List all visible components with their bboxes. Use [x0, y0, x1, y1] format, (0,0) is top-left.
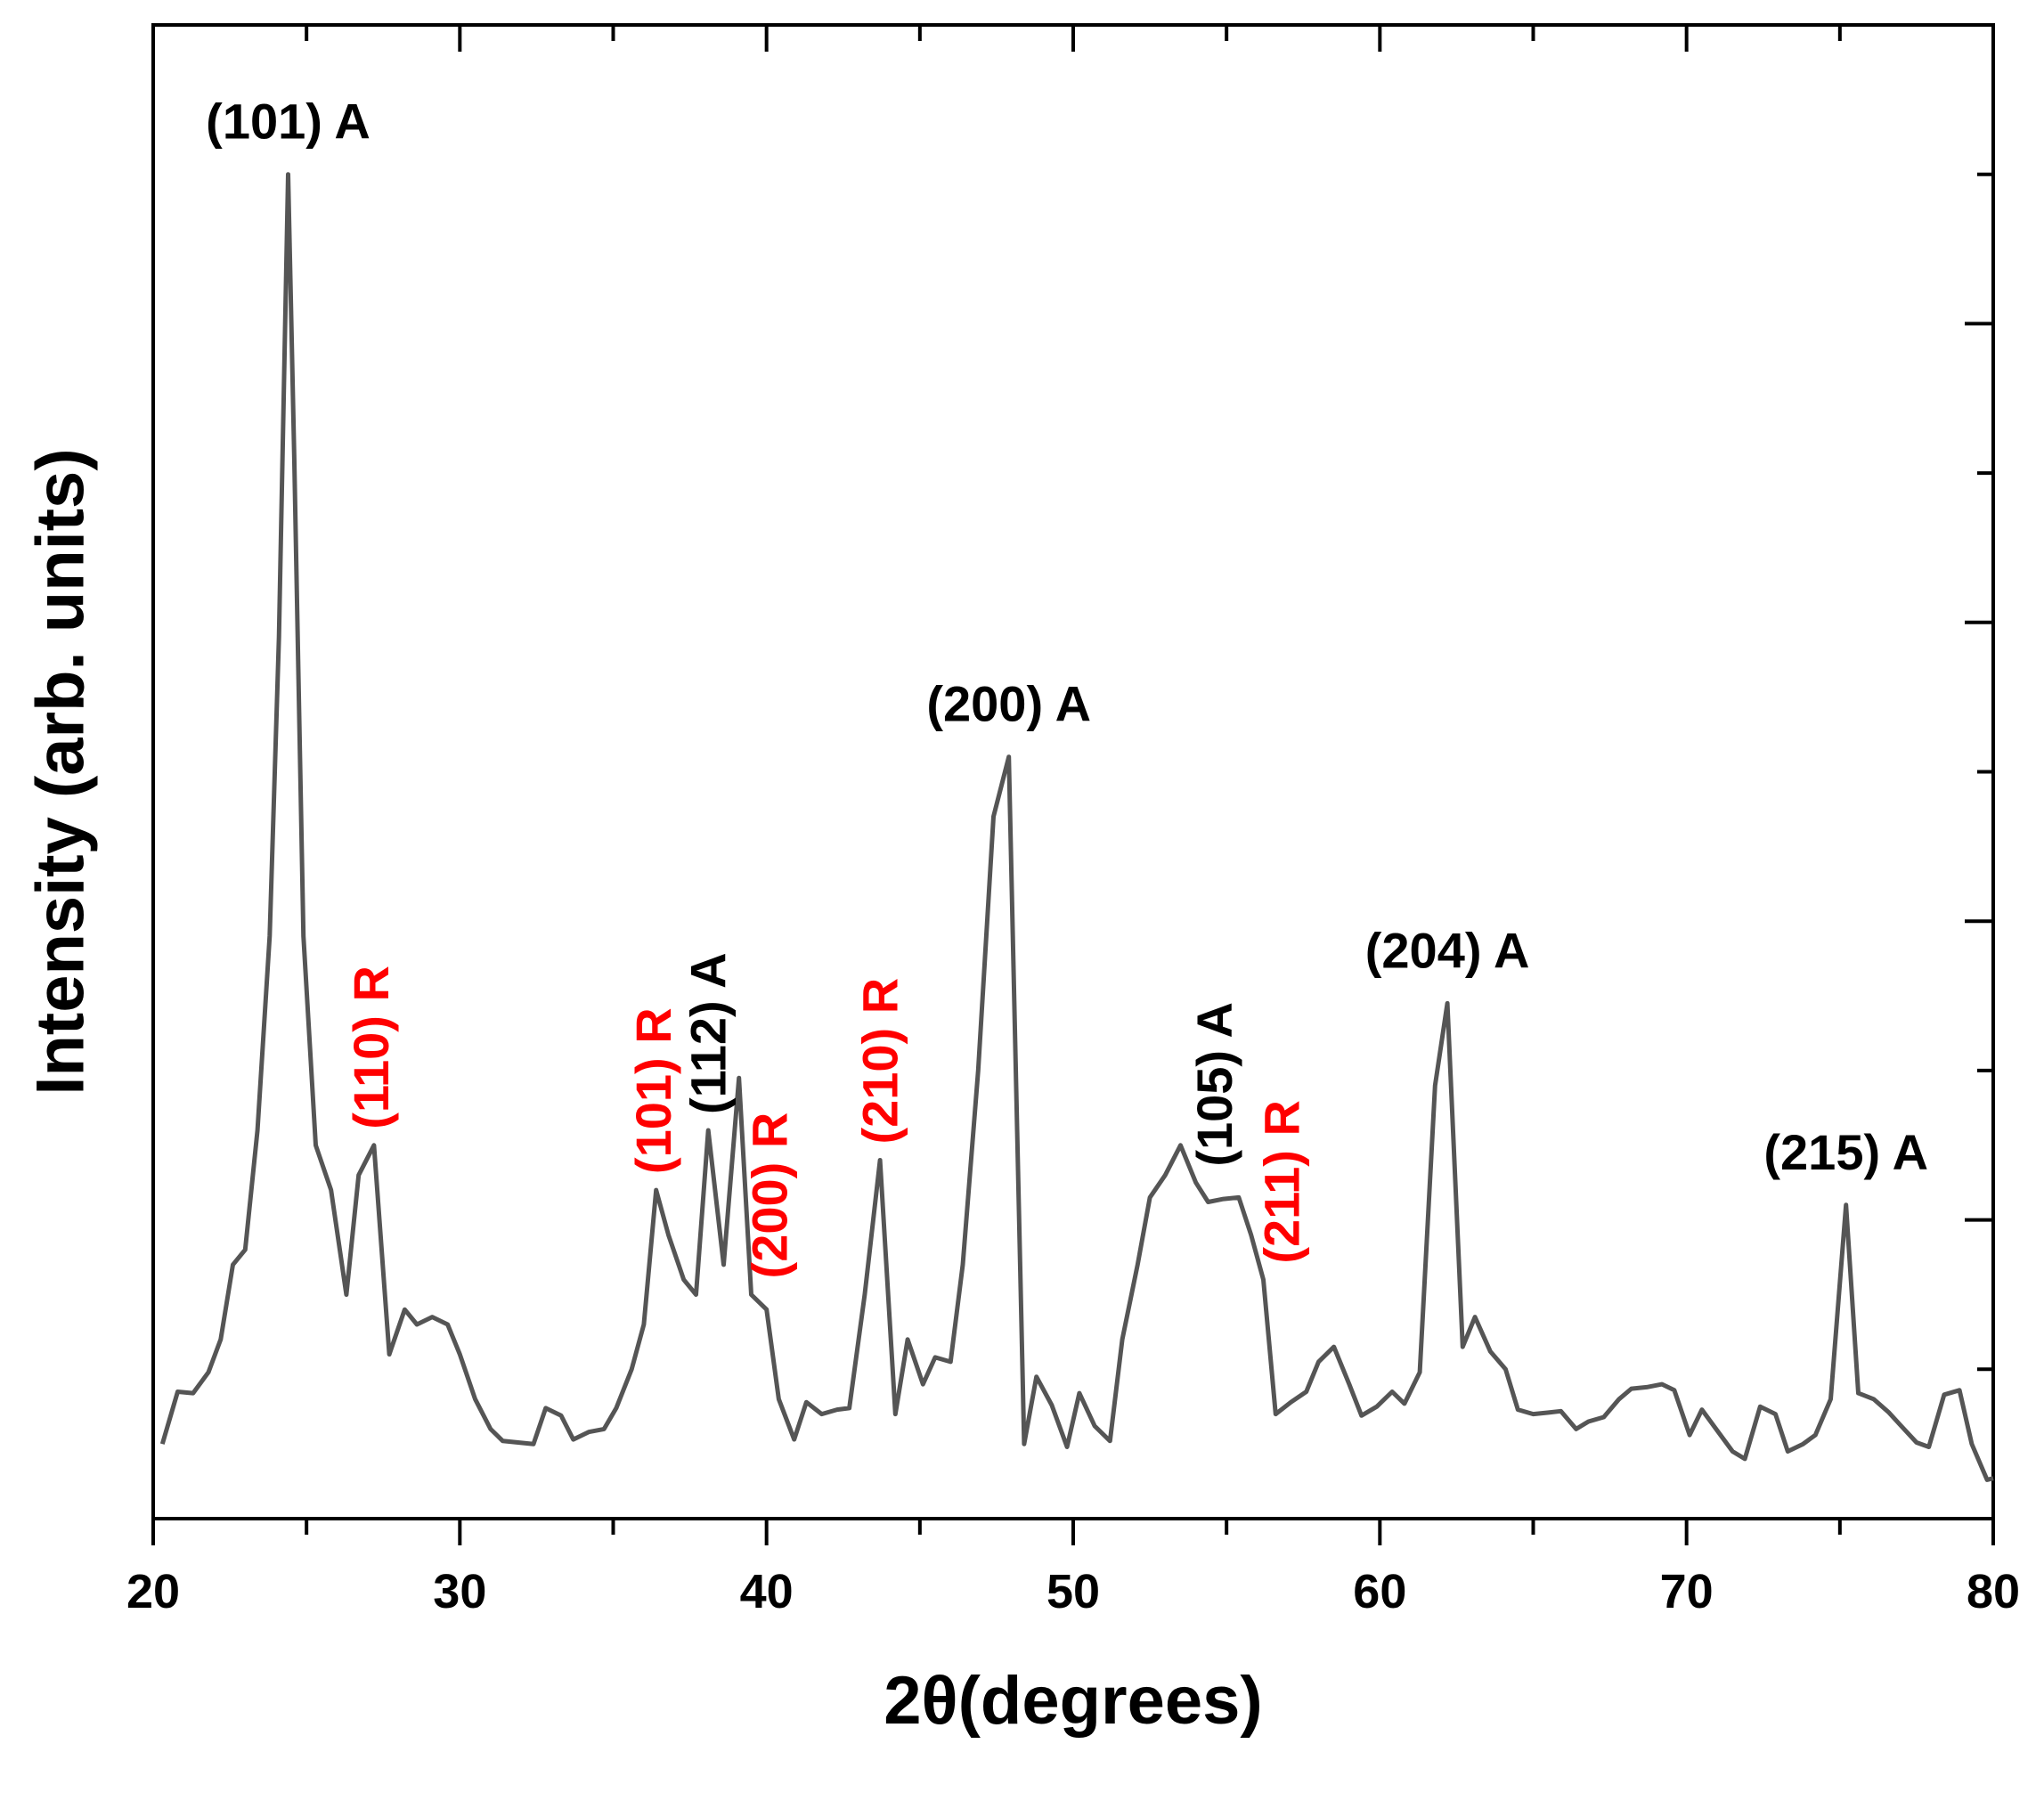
peak-label: (210) R — [852, 978, 908, 1145]
x-tick-label: 50 — [1046, 1565, 1100, 1618]
xrd-pattern-line — [159, 172, 1994, 1482]
peak-label: (215) A — [1763, 1124, 1928, 1180]
peak-label: (105) A — [1186, 1002, 1242, 1167]
peak-annotations: (101) A (110) R (101) R(112) A(200) R (210)… — [206, 94, 1928, 1279]
x-axis-tick-labels: 20 30 40 50 60 70 80 — [126, 1565, 2020, 1618]
peak-label: (112) A — [680, 952, 737, 1114]
peak-label: (200) A — [926, 676, 1091, 732]
peak-label: (110) R — [343, 966, 399, 1129]
x-axis-ticks — [151, 25, 1995, 1545]
y-axis-title: Intensity (arb. units) — [23, 448, 99, 1095]
series-layer — [159, 172, 1994, 1482]
x-tick-label: 30 — [433, 1565, 486, 1618]
peak-label: (204) A — [1365, 922, 1530, 978]
x-axis-title: 2θ(degrees) — [884, 1663, 1262, 1739]
peak-label: (211) R — [1254, 1100, 1310, 1264]
peak-label: (101) A — [206, 94, 371, 150]
plot-border — [151, 23, 1995, 1520]
x-tick-label: 40 — [740, 1565, 794, 1618]
plot-frame — [151, 23, 1995, 1520]
x-tick-label: 60 — [1353, 1565, 1406, 1618]
peak-label: (200) R — [742, 1112, 798, 1279]
x-tick-label: 70 — [1660, 1565, 1714, 1618]
peak-label: (101) R — [625, 1007, 681, 1174]
y-axis-ticks — [1965, 172, 1993, 1372]
x-tick-label: 20 — [126, 1565, 180, 1618]
x-tick-label: 80 — [1967, 1565, 2020, 1618]
